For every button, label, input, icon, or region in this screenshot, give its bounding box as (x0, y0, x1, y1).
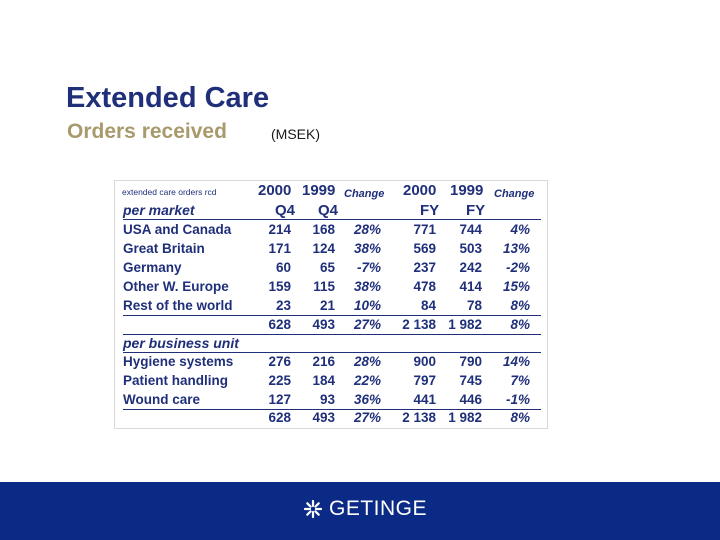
total-fy-2000: 2 138 (402, 410, 436, 425)
group-per-market: per market (123, 202, 195, 218)
total-fy-change: 8% (510, 410, 530, 425)
header-period-fy-2000: FY (420, 202, 440, 219)
cell-q4-2000: 214 (268, 222, 291, 237)
cell-q4-1999: 124 (312, 241, 335, 256)
header-divider (123, 219, 541, 220)
business-header-divider (123, 352, 541, 353)
header-period-q4-1999: Q4 (318, 202, 339, 219)
slide-title: Extended Care (66, 82, 270, 114)
cell-fy-1999: 446 (459, 392, 482, 407)
cell-q4-2000: 276 (268, 354, 291, 369)
cell-fy-2000: 237 (413, 260, 436, 275)
cell-q4-1999: 168 (312, 222, 335, 237)
total-q4-1999: 493 (312, 317, 335, 332)
header-change-fy: Change (494, 188, 535, 200)
getinge-star-icon (303, 499, 323, 519)
total-q4-2000: 628 (268, 410, 291, 425)
cell-q4-change: 28% (353, 222, 381, 237)
cell-q4-1999: 184 (312, 373, 335, 388)
row-label: Rest of the world (123, 298, 233, 313)
cell-fy-change: 4% (510, 222, 530, 237)
header-period-fy-1999: FY (466, 202, 486, 219)
cell-q4-2000: 171 (268, 241, 291, 256)
cell-q4-change: 36% (353, 392, 381, 407)
total-fy-2000: 2 138 (402, 317, 436, 332)
cell-fy-change: -2% (505, 260, 530, 275)
cell-fy-change: 13% (502, 241, 530, 256)
row-label: Wound care (123, 392, 201, 407)
unit-label: (MSEK) (271, 126, 320, 142)
cell-fy-2000: 569 (413, 241, 436, 256)
cell-fy-1999: 414 (459, 279, 482, 294)
header-year-q4-1999: 1999 (302, 182, 336, 199)
cell-fy-2000: 900 (413, 354, 436, 369)
market-section-divider (123, 334, 541, 335)
total-fy-1999: 1 982 (448, 410, 482, 425)
cell-fy-2000: 771 (413, 222, 436, 237)
cell-fy-2000: 84 (420, 298, 436, 313)
logo-wordmark: GETINGE (329, 497, 428, 520)
orders-table: extended care orders rcd 2000 1999 Chang… (114, 180, 548, 429)
cell-q4-2000: 159 (268, 279, 291, 294)
cell-q4-1999: 216 (312, 354, 335, 369)
total-q4-change: 27% (353, 410, 381, 425)
total-fy-change: 8% (510, 317, 530, 332)
cell-q4-change: 38% (353, 279, 381, 294)
business-total-divider (123, 409, 541, 410)
cell-fy-1999: 744 (459, 222, 482, 237)
cell-fy-1999: 790 (459, 354, 482, 369)
cell-fy-change: 14% (502, 354, 530, 369)
cell-fy-1999: 242 (459, 260, 482, 275)
row-label: USA and Canada (123, 222, 232, 237)
header-change-q4: Change (344, 188, 385, 200)
table-corner-label: extended care orders rcd (122, 187, 217, 197)
cell-fy-2000: 478 (413, 279, 436, 294)
cell-q4-change: -7% (356, 260, 381, 275)
row-label: Other W. Europe (123, 279, 229, 294)
cell-fy-change: 15% (502, 279, 530, 294)
header-year-fy-1999: 1999 (450, 182, 484, 199)
cell-q4-1999: 21 (319, 298, 335, 313)
cell-fy-2000: 797 (413, 373, 436, 388)
row-label: Great Britain (123, 241, 205, 256)
header-year-fy-2000: 2000 (403, 182, 437, 199)
cell-q4-change: 10% (353, 298, 381, 313)
cell-q4-1999: 65 (319, 260, 335, 275)
slide-subtitle: Orders received (67, 120, 227, 143)
cell-q4-change: 38% (353, 241, 381, 256)
total-q4-1999: 493 (312, 410, 335, 425)
total-q4-change: 27% (353, 317, 381, 332)
cell-fy-change: -1% (505, 392, 530, 407)
cell-q4-1999: 115 (313, 279, 335, 294)
cell-q4-change: 28% (353, 354, 381, 369)
total-fy-1999: 1 982 (448, 317, 482, 332)
total-q4-2000: 628 (268, 317, 291, 332)
market-total-divider (123, 315, 541, 316)
cell-fy-1999: 78 (466, 298, 482, 313)
cell-q4-change: 22% (353, 373, 381, 388)
cell-q4-2000: 23 (275, 298, 291, 313)
cell-fy-2000: 441 (413, 392, 436, 407)
row-label: Patient handling (123, 373, 229, 388)
getinge-logo: GETINGE (303, 497, 427, 521)
group-per-business-unit: per business unit (123, 335, 239, 351)
cell-fy-change: 7% (510, 373, 530, 388)
cell-q4-2000: 60 (275, 260, 291, 275)
cell-fy-change: 8% (510, 298, 530, 313)
header-period-q4-2000: Q4 (275, 202, 296, 219)
cell-q4-1999: 93 (319, 392, 335, 407)
footer-bar (0, 482, 720, 540)
cell-q4-2000: 127 (268, 392, 291, 407)
cell-q4-2000: 225 (268, 373, 291, 388)
cell-fy-1999: 745 (459, 373, 482, 388)
row-label: Hygiene systems (123, 354, 234, 369)
cell-fy-1999: 503 (459, 241, 482, 256)
row-label: Germany (123, 260, 182, 275)
header-year-q4-2000: 2000 (258, 182, 292, 199)
